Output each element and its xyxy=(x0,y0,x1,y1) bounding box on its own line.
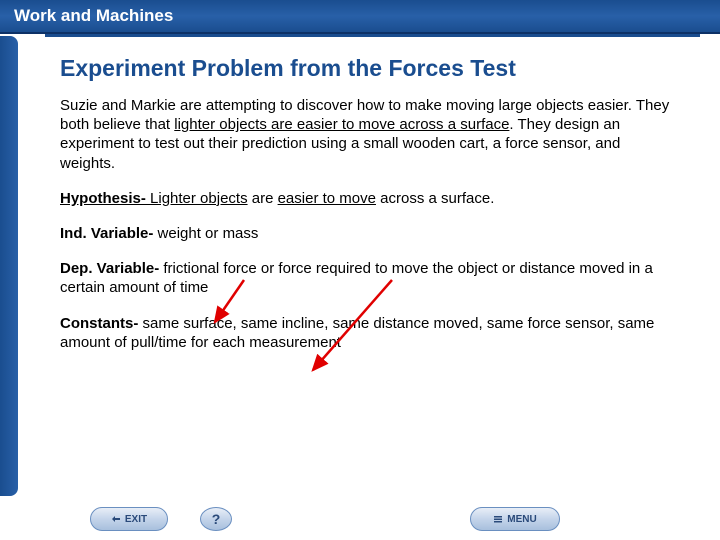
menu-label: MENU xyxy=(507,514,536,525)
hypothesis-u2: easier to move xyxy=(278,190,376,207)
ind-variable-line: Ind. Variable- weight or mass xyxy=(60,224,674,243)
exit-label: EXIT xyxy=(125,514,147,525)
menu-icon xyxy=(493,514,503,524)
dep-variable-line: Dep. Variable- frictional force or force… xyxy=(60,259,674,297)
header-bar: Work and Machines xyxy=(0,0,720,34)
sidebar-tab xyxy=(0,36,18,496)
footer-bar: EXIT ? MENU xyxy=(0,504,720,534)
exit-icon xyxy=(111,514,121,524)
constants-text: same surface, same incline, same distanc… xyxy=(60,315,654,351)
intro-paragraph: Suzie and Markie are attempting to disco… xyxy=(60,96,674,173)
hypothesis-mid: are xyxy=(248,190,278,207)
exit-button[interactable]: EXIT xyxy=(90,507,168,531)
page-subtitle: Experiment Problem from the Forces Test xyxy=(60,55,674,82)
constants-line: Constants- same surface, same incline, s… xyxy=(60,314,674,352)
content-area: Experiment Problem from the Forces Test … xyxy=(0,37,720,352)
hypothesis-line: Hypothesis- Lighter objects are easier t… xyxy=(60,189,674,208)
dep-label: Dep. Variable- xyxy=(60,260,163,277)
hypothesis-end: across a surface. xyxy=(376,190,494,207)
menu-button[interactable]: MENU xyxy=(470,507,560,531)
constants-label: Constants- xyxy=(60,315,143,332)
help-button[interactable]: ? xyxy=(200,507,232,531)
ind-label: Ind. Variable- xyxy=(60,225,158,242)
header-title: Work and Machines xyxy=(14,6,173,26)
intro-underline: lighter objects are easier to move acros… xyxy=(174,116,509,133)
help-label: ? xyxy=(212,511,221,527)
ind-text: weight or mass xyxy=(158,225,259,242)
hypothesis-u1: Lighter objects xyxy=(150,190,248,207)
hypothesis-label: Hypothesis- xyxy=(60,190,150,207)
